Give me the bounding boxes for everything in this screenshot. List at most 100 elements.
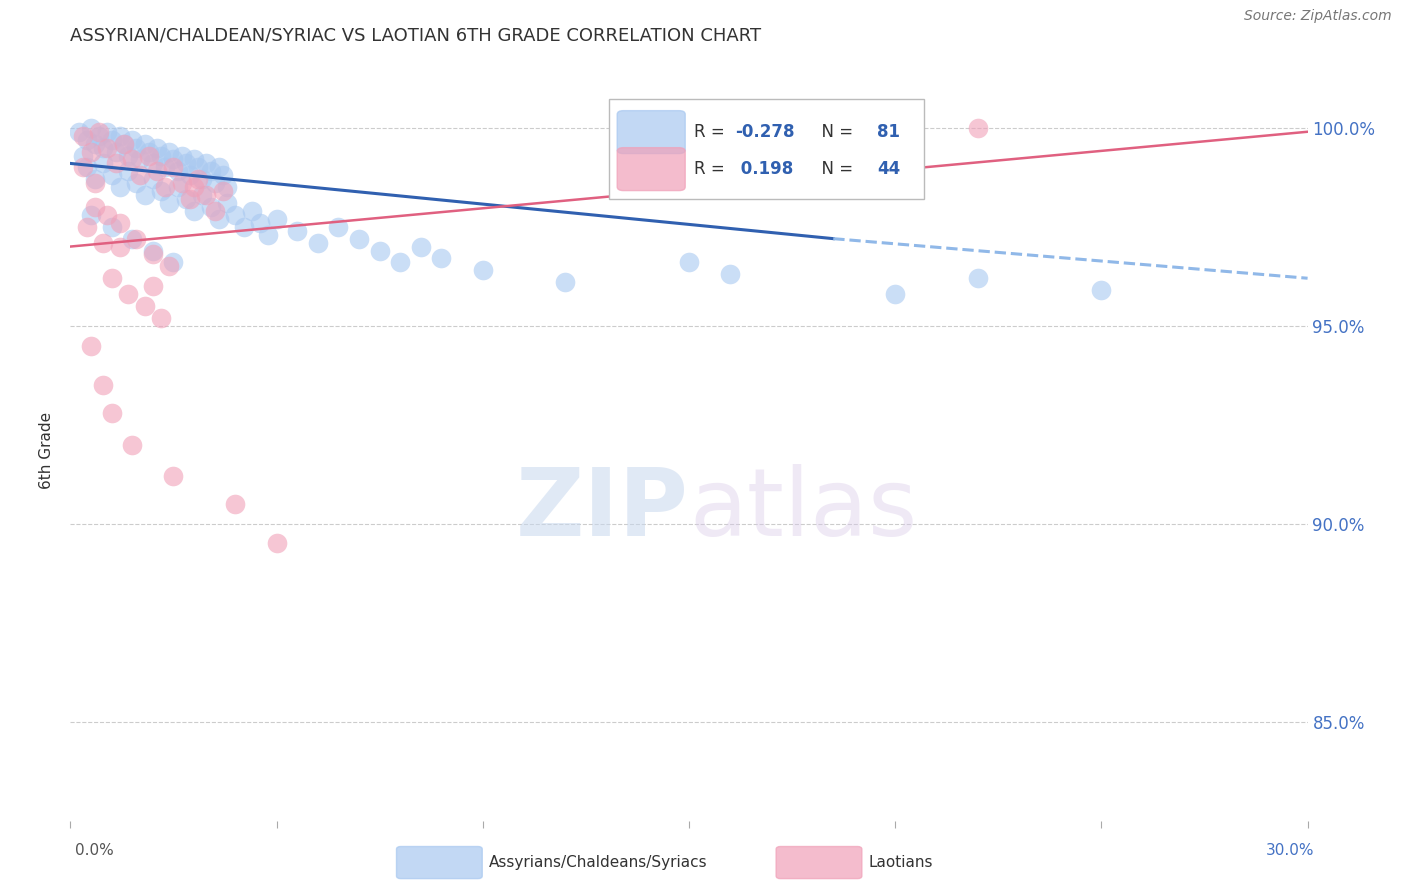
Point <box>72 161 94 175</box>
Point <box>187 172 209 186</box>
Point <box>678 255 700 269</box>
Point <box>134 299 156 313</box>
Point <box>204 203 226 218</box>
Point <box>554 275 576 289</box>
Point <box>100 219 122 234</box>
Text: Laotians: Laotians <box>869 855 934 870</box>
Point <box>240 203 263 218</box>
Point <box>125 140 148 154</box>
Point <box>80 208 103 222</box>
Point <box>104 145 127 159</box>
Point <box>142 247 165 261</box>
Point <box>100 133 122 147</box>
Point <box>966 120 988 135</box>
Text: 30.0%: 30.0% <box>1267 843 1315 858</box>
Point <box>76 219 98 234</box>
Text: 0.198: 0.198 <box>735 161 793 178</box>
Point <box>100 271 122 285</box>
Text: ASSYRIAN/CHALDEAN/SYRIAC VS LAOTIAN 6TH GRADE CORRELATION CHART: ASSYRIAN/CHALDEAN/SYRIAC VS LAOTIAN 6TH … <box>70 27 762 45</box>
Point <box>91 140 114 154</box>
Point <box>80 145 103 159</box>
Point <box>100 169 122 183</box>
Point <box>162 161 184 175</box>
Point <box>191 188 214 202</box>
Text: 0.0%: 0.0% <box>75 843 114 858</box>
Text: Assyrians/Chaldeans/Syriacs: Assyrians/Chaldeans/Syriacs <box>489 855 707 870</box>
Point <box>67 125 90 139</box>
Text: R =: R = <box>695 161 730 178</box>
Point <box>212 169 235 183</box>
Point <box>389 255 412 269</box>
Point <box>84 136 107 151</box>
Point <box>72 128 94 143</box>
Point <box>91 235 114 250</box>
Point <box>162 153 184 167</box>
Text: 44: 44 <box>877 161 900 178</box>
Point <box>179 169 201 183</box>
Point <box>112 136 135 151</box>
Point <box>121 437 143 451</box>
Point <box>162 255 184 269</box>
Point <box>89 128 111 143</box>
Point <box>80 338 103 352</box>
Point <box>153 161 176 175</box>
Point <box>191 172 214 186</box>
Point <box>1090 283 1112 297</box>
Point <box>157 145 180 159</box>
Point <box>204 176 226 190</box>
Point <box>150 310 173 325</box>
Point <box>200 164 222 178</box>
Point <box>195 156 218 170</box>
Point <box>162 469 184 483</box>
Point <box>347 232 370 246</box>
Point <box>266 211 288 226</box>
Point <box>183 203 205 218</box>
Point <box>146 164 169 178</box>
Point <box>170 148 193 162</box>
Point <box>166 164 188 178</box>
Point <box>224 208 246 222</box>
Point <box>100 406 122 420</box>
Text: N =: N = <box>811 161 859 178</box>
Point <box>108 128 131 143</box>
Point <box>174 192 197 206</box>
Point <box>129 169 152 183</box>
Point <box>174 156 197 170</box>
Point <box>183 180 205 194</box>
Point <box>138 148 160 162</box>
Point <box>117 164 139 178</box>
Point <box>884 287 907 301</box>
Point <box>471 263 494 277</box>
Point <box>249 216 271 230</box>
Point <box>884 128 907 143</box>
Point <box>179 192 201 206</box>
Point <box>84 176 107 190</box>
Point <box>108 180 131 194</box>
Point <box>108 239 131 253</box>
Point <box>108 216 131 230</box>
Point <box>215 196 238 211</box>
Point <box>195 188 218 202</box>
Point <box>266 536 288 550</box>
Point <box>146 140 169 154</box>
Point <box>328 219 350 234</box>
Point <box>153 180 176 194</box>
Point <box>409 239 432 253</box>
FancyBboxPatch shape <box>617 111 685 153</box>
Point <box>157 196 180 211</box>
FancyBboxPatch shape <box>609 99 924 199</box>
Point <box>117 287 139 301</box>
Point <box>134 188 156 202</box>
Point <box>430 252 453 266</box>
Point <box>121 232 143 246</box>
Point <box>183 153 205 167</box>
Point <box>134 136 156 151</box>
Point <box>157 260 180 274</box>
Point <box>104 156 127 170</box>
Point <box>170 176 193 190</box>
Point <box>142 279 165 293</box>
Point <box>96 125 118 139</box>
Text: R =: R = <box>695 123 730 141</box>
Point <box>72 148 94 162</box>
Point <box>200 200 222 214</box>
